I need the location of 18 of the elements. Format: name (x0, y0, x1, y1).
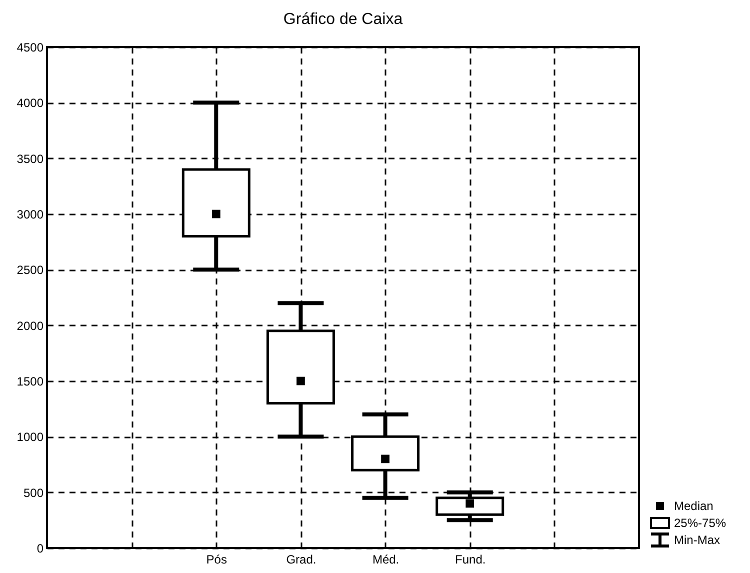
y-tick-label: 1000 (16, 430, 44, 444)
y-tick-label: 4000 (16, 96, 44, 110)
y-tick-label: 3000 (16, 208, 44, 222)
x-tick-label: Grad. (286, 552, 316, 566)
x-tick-label: Fund. (455, 552, 486, 566)
y-tick-label: 2500 (16, 263, 44, 278)
y-tick-label: 4500 (16, 40, 44, 54)
y-tick-label: 3500 (16, 152, 44, 166)
text: 25%-75% (674, 516, 726, 530)
chart-title: Gráfico de Caixa (283, 11, 403, 28)
x-tick-label: Méd. (372, 552, 400, 566)
text: Median (674, 498, 714, 512)
y-tick-label: 500 (23, 486, 44, 500)
y-tick-label: 0 (36, 542, 44, 556)
x-tick-label: Pós (206, 552, 227, 566)
y-tick-label: 1500 (16, 374, 44, 388)
y-tick-label: 2000 (16, 318, 44, 333)
text: Min-Max (674, 532, 720, 546)
